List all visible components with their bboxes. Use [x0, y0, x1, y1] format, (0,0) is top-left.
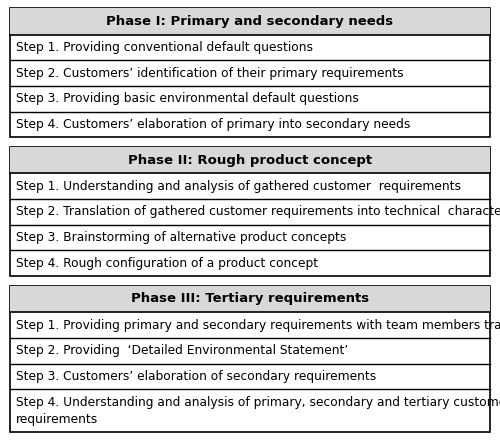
Text: Step 1. Providing primary and secondary requirements with team members translati: Step 1. Providing primary and secondary …: [16, 319, 500, 332]
Text: Step 1. Providing conventional default questions: Step 1. Providing conventional default q…: [16, 41, 313, 54]
Text: Step 2. Translation of gathered customer requirements into technical  characteri: Step 2. Translation of gathered customer…: [16, 205, 500, 218]
Text: Step 3. Providing basic environmental default questions: Step 3. Providing basic environmental de…: [16, 92, 359, 105]
Bar: [10, 286, 490, 432]
Text: Step 3. Brainstorming of alternative product concepts: Step 3. Brainstorming of alternative pro…: [16, 231, 346, 244]
Bar: [10, 286, 490, 312]
Text: Step 4. Understanding and analysis of primary, secondary and tertiary customer
r: Step 4. Understanding and analysis of pr…: [16, 396, 500, 425]
Bar: [10, 147, 490, 173]
Text: Step 4. Rough configuration of a product concept: Step 4. Rough configuration of a product…: [16, 257, 318, 270]
Text: Step 1. Understanding and analysis of gathered customer  requirements: Step 1. Understanding and analysis of ga…: [16, 180, 461, 193]
Text: Phase III: Tertiary requirements: Phase III: Tertiary requirements: [131, 293, 369, 305]
Bar: [10, 147, 490, 276]
Text: Phase II: Rough product concept: Phase II: Rough product concept: [128, 154, 372, 167]
Text: Step 4. Customers’ elaboration of primary into secondary needs: Step 4. Customers’ elaboration of primar…: [16, 118, 410, 131]
Text: Phase I: Primary and secondary needs: Phase I: Primary and secondary needs: [106, 15, 394, 28]
Text: Step 2. Customers’ identification of their primary requirements: Step 2. Customers’ identification of the…: [16, 66, 404, 80]
Text: Step 3. Customers’ elaboration of secondary requirements: Step 3. Customers’ elaboration of second…: [16, 370, 376, 383]
Bar: [10, 8, 490, 137]
Text: Step 2. Providing  ‘Detailed Environmental Statement’: Step 2. Providing ‘Detailed Environmenta…: [16, 344, 348, 357]
Bar: [10, 8, 490, 35]
